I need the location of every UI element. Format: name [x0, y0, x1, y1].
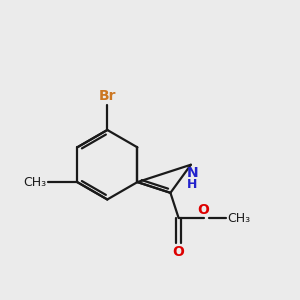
Text: O: O — [173, 245, 184, 260]
Text: CH₃: CH₃ — [23, 176, 46, 189]
Text: N: N — [187, 166, 198, 180]
Text: Br: Br — [99, 89, 116, 103]
Text: H: H — [187, 178, 197, 191]
Text: CH₃: CH₃ — [227, 212, 250, 224]
Text: O: O — [198, 202, 210, 217]
